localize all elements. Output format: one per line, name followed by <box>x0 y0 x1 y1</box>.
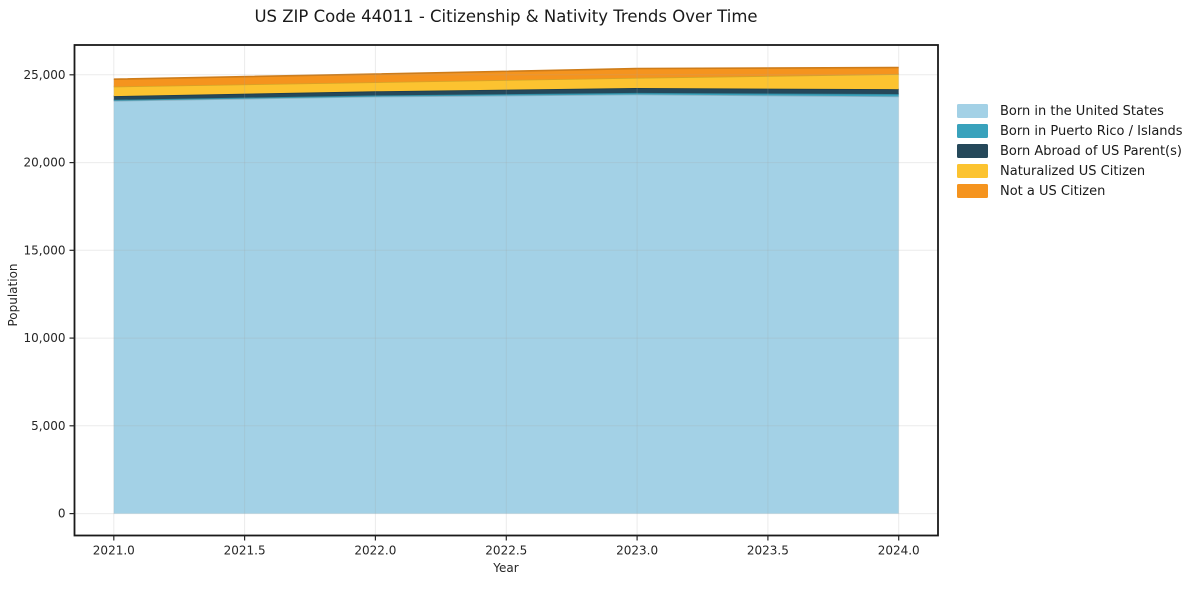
area-born-in-the-united-states <box>113 94 899 514</box>
x-tick-label: 2022.5 <box>485 543 527 557</box>
legend-swatch-born-in-the-united-states <box>957 104 988 118</box>
legend: Born in the United States Born in Puerto … <box>957 101 1183 201</box>
x-tick-label: 2023.0 <box>616 543 658 557</box>
legend-item: Naturalized US Citizen <box>957 161 1183 181</box>
legend-swatch-not-a-us-citizen <box>957 184 988 198</box>
y-tick-label: 25,000 <box>24 68 66 82</box>
legend-swatch-born-in-puerto-rico-islands <box>957 124 988 138</box>
legend-item: Not a US Citizen <box>957 181 1183 201</box>
x-tick-label: 2021.0 <box>93 543 135 557</box>
y-tick-label: 0 <box>58 507 66 521</box>
legend-label: Not a US Citizen <box>1000 183 1106 199</box>
y-tick-label: 5,000 <box>31 419 65 433</box>
legend-label: Born in the United States <box>1000 103 1164 119</box>
y-tick-label: 15,000 <box>24 243 66 257</box>
legend-label: Born Abroad of US Parent(s) <box>1000 143 1182 159</box>
x-tick-label: 2024.0 <box>878 543 920 557</box>
x-axis-label: Year <box>493 561 519 575</box>
legend-label: Naturalized US Citizen <box>1000 163 1146 179</box>
legend-item: Born Abroad of US Parent(s) <box>957 141 1183 161</box>
legend-swatch-naturalized-us-citizen <box>957 164 988 178</box>
area-edge-not-a-us-citizen <box>113 66 899 80</box>
legend-item: Born in the United States <box>957 101 1183 121</box>
area-born-in-puerto-rico-islands <box>113 92 899 101</box>
x-tick-label: 2021.5 <box>224 543 266 557</box>
y-axis-label: Population <box>6 263 20 327</box>
y-tick-label: 20,000 <box>24 156 66 170</box>
area-born-abroad-of-us-parent-s <box>113 88 899 100</box>
y-tick-label: 10,000 <box>24 331 66 345</box>
area-naturalized-us-citizen <box>113 74 899 97</box>
legend-item: Born in Puerto Rico / Islands <box>957 121 1183 141</box>
x-tick-label: 2022.0 <box>354 543 396 557</box>
legend-label: Born in Puerto Rico / Islands <box>1000 123 1183 139</box>
x-tick-label: 2023.5 <box>747 543 789 557</box>
legend-swatch-born-abroad-of-us-parent-s <box>957 144 988 158</box>
chart-title: US ZIP Code 44011 - Citizenship & Nativi… <box>254 7 758 26</box>
area-not-a-us-citizen <box>113 67 899 87</box>
